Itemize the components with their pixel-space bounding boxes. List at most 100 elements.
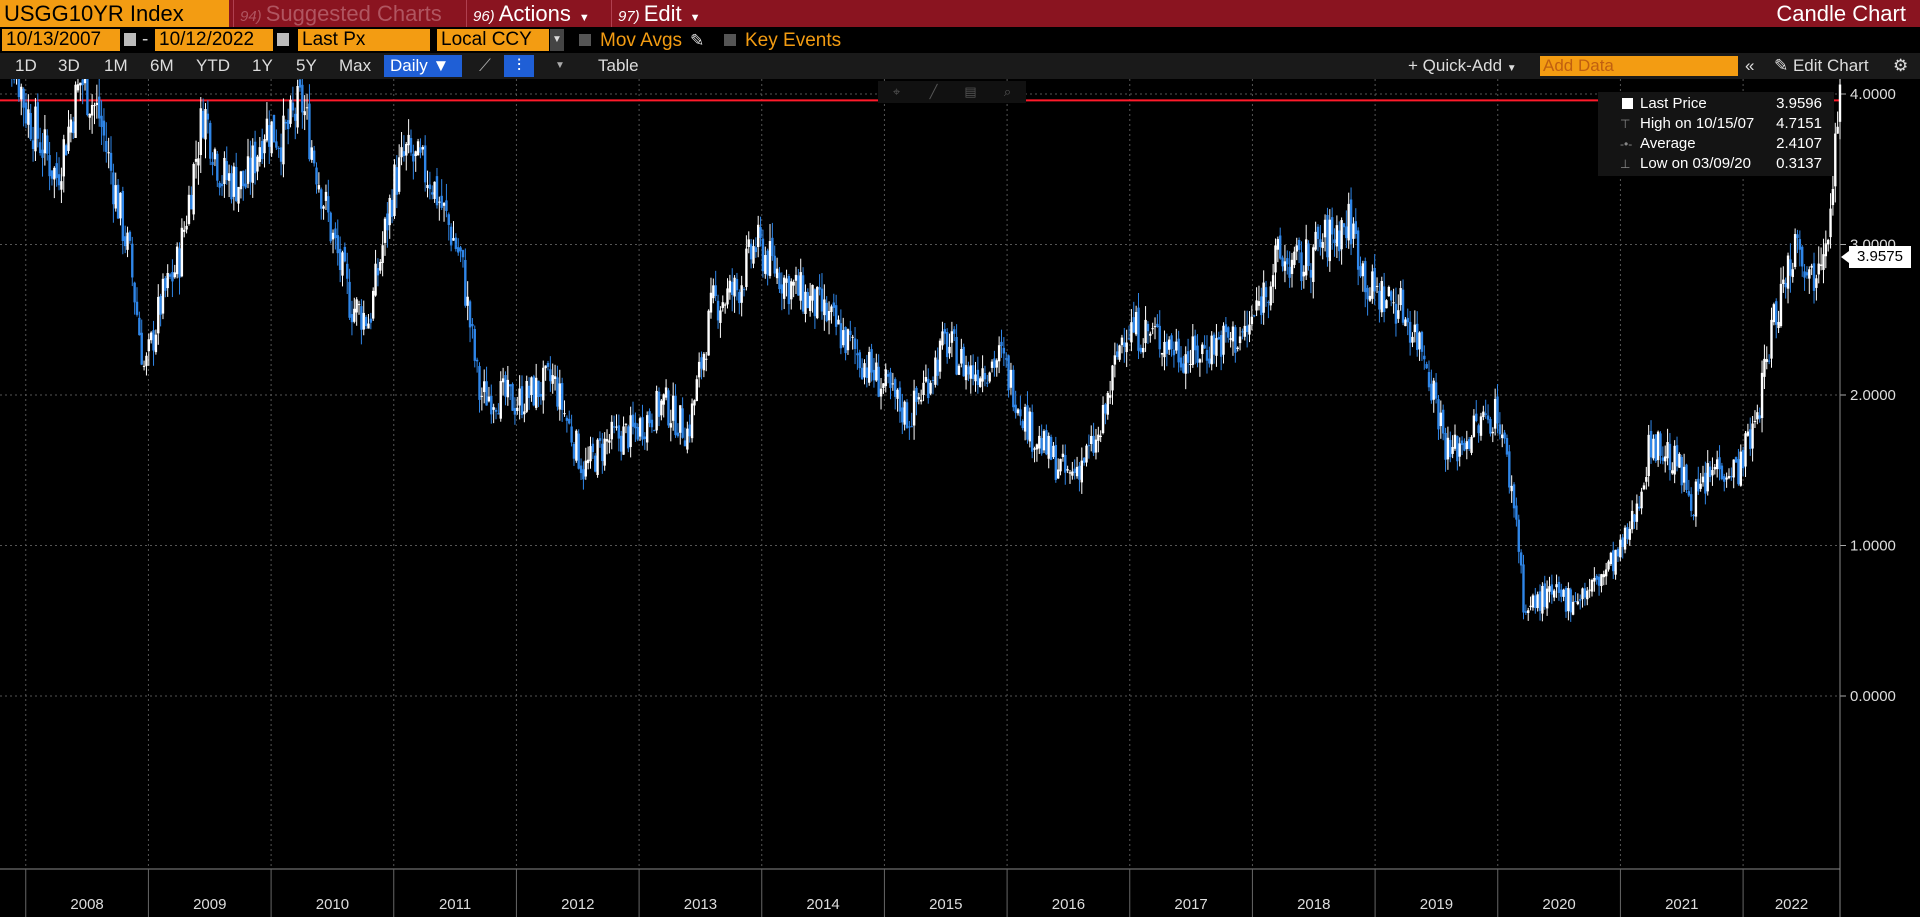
calendar-icon[interactable]: [277, 33, 289, 46]
trash-icon[interactable]: ▤: [964, 84, 977, 99]
x-tick-label: 2014: [806, 896, 839, 913]
draw-icon[interactable]: ╱: [929, 84, 938, 99]
timeframe-1d[interactable]: 1D: [15, 56, 37, 75]
candle-body: [1753, 420, 1757, 422]
candle-body: [242, 170, 245, 187]
candle-body: [780, 284, 784, 294]
candle-body: [1829, 208, 1832, 238]
candle-body: [1139, 347, 1143, 353]
candle-body: [1718, 457, 1721, 470]
candle-body: [1522, 564, 1525, 613]
timeframe-1m[interactable]: 1M: [104, 56, 128, 75]
quick-add-button[interactable]: + Quick-Add ▼: [1408, 56, 1517, 75]
table-button[interactable]: Table: [598, 56, 639, 75]
candle-body: [395, 167, 399, 195]
candle-body: [719, 310, 722, 323]
start-date-field[interactable]: 10/13/2007: [2, 29, 120, 51]
candle-body: [1555, 584, 1558, 588]
candle-body: [1645, 477, 1648, 482]
ticker-field[interactable]: USGG10YR Index: [0, 0, 229, 27]
candle-body: [757, 224, 760, 247]
candle-body: [1160, 353, 1164, 355]
candle-body: [1165, 341, 1169, 354]
candle-body: [799, 272, 802, 301]
candle-body: [1441, 409, 1445, 434]
candle-body: [383, 218, 387, 243]
candle-body: [152, 330, 155, 351]
timeframe-3d[interactable]: 3D: [58, 56, 80, 75]
candle-body: [1819, 264, 1823, 266]
candle-body: [960, 348, 963, 364]
edit-menu[interactable]: 97) Edit ▼: [611, 0, 721, 27]
candle-body: [1527, 610, 1530, 613]
line-chart-icon[interactable]: ⟋: [479, 56, 491, 75]
field-select[interactable]: Last Px: [298, 29, 430, 51]
candle-body: [123, 236, 127, 247]
crosshair-icon[interactable]: ⌖: [892, 84, 901, 99]
candle-body: [877, 366, 880, 397]
candle-body: [301, 84, 304, 113]
x-tick-label: 2017: [1174, 896, 1207, 913]
candle-body: [183, 229, 186, 232]
calendar-icon[interactable]: [124, 33, 136, 46]
actions-menu[interactable]: 96) Actions ▼: [466, 0, 608, 27]
add-data-input[interactable]: Add Data: [1540, 56, 1738, 76]
zoom-icon[interactable]: ⌕: [1003, 84, 1012, 99]
timeframe-1y[interactable]: 1Y: [252, 56, 273, 75]
end-date-field[interactable]: 10/12/2022: [155, 29, 273, 51]
pencil-icon[interactable]: ✎: [690, 31, 705, 50]
candle-body: [1328, 219, 1332, 262]
candle-body: [1791, 269, 1794, 278]
candle-body: [1210, 335, 1213, 365]
candle-body: [598, 438, 602, 441]
mov-avgs-checkbox[interactable]: [579, 34, 591, 46]
x-tick-label: 2009: [193, 896, 226, 913]
candle-body: [657, 391, 661, 417]
price-chart[interactable]: 0.00001.00002.00003.00004.00005.00002008…: [0, 79, 1920, 917]
timeframe-6m[interactable]: 6M: [150, 56, 174, 75]
candle-body: [1158, 325, 1161, 350]
chart-style-dropdown-icon[interactable]: ▼: [555, 60, 565, 71]
candle-body: [808, 295, 812, 312]
candle-body: [218, 182, 221, 188]
candle-body: [447, 214, 450, 225]
candle-body: [31, 140, 35, 149]
candle-body: [1760, 372, 1764, 418]
candle-body: [1453, 434, 1457, 449]
candle-body: [1413, 324, 1417, 333]
collapse-icon[interactable]: «: [1745, 56, 1755, 75]
candle-body: [168, 274, 172, 277]
candle-body: [1399, 288, 1402, 306]
candle-body: [341, 252, 344, 276]
x-tick-label: 2015: [929, 896, 962, 913]
key-events-checkbox[interactable]: [724, 34, 736, 46]
candle-body: [1834, 133, 1837, 187]
candle-body: [568, 418, 571, 424]
timeframe-5y[interactable]: 5Y: [296, 56, 317, 75]
candle-body: [1434, 382, 1438, 399]
currency-select[interactable]: Local CCY: [437, 29, 549, 51]
candle-chart-icon[interactable]: ⫶: [504, 55, 534, 77]
candle-body: [1775, 301, 1778, 325]
timeframe-max[interactable]: Max: [339, 56, 372, 75]
candle-body: [258, 147, 262, 162]
candle-body: [1576, 601, 1580, 605]
candle-body: [331, 232, 335, 240]
candle-body: [898, 387, 902, 412]
frequency-select[interactable]: Daily ▼: [384, 55, 462, 77]
candle-body: [1531, 595, 1535, 608]
candle-body: [1387, 286, 1391, 297]
timeframe-ytd[interactable]: YTD: [196, 56, 230, 75]
candle-body: [282, 115, 285, 165]
edit-chart-button[interactable]: ✎ Edit Chart: [1774, 56, 1869, 75]
gear-icon[interactable]: ⚙: [1893, 56, 1909, 75]
suggested-charts-menu[interactable]: 94) Suggested Charts: [233, 0, 463, 27]
legend-high-value: 4.7151: [1776, 115, 1822, 132]
candle-body: [1116, 351, 1119, 358]
candle-body: [480, 395, 484, 397]
currency-dropdown-icon[interactable]: ▼: [550, 29, 564, 51]
candle-body: [594, 455, 597, 472]
candle-body: [357, 304, 361, 306]
candle-body: [388, 197, 391, 226]
candle-body: [1302, 271, 1306, 277]
